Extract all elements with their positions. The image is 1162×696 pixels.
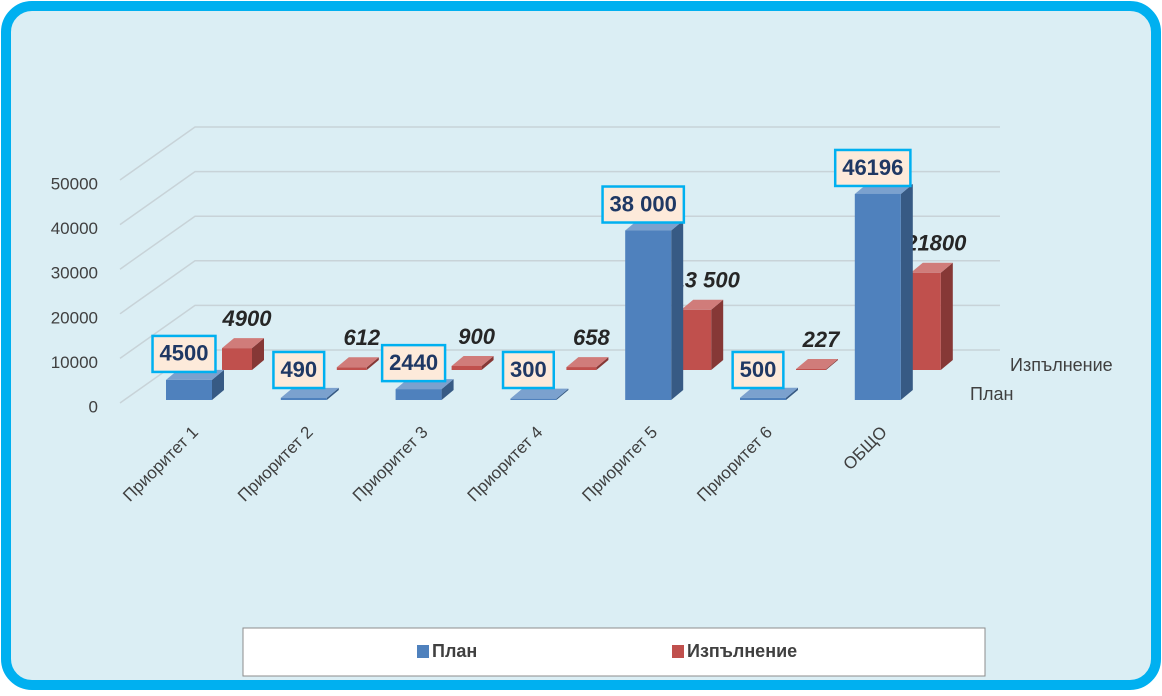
value-label: 500 <box>740 357 777 382</box>
value-label-box <box>833 148 912 188</box>
value-label: 4900 <box>222 306 273 331</box>
bar <box>510 398 557 400</box>
legend <box>242 627 986 677</box>
bar-side <box>212 369 224 400</box>
grid-line <box>119 260 1000 315</box>
value-label: 300 <box>510 357 547 382</box>
bar <box>166 379 212 400</box>
bar-side <box>481 355 494 370</box>
bar-top <box>280 387 339 398</box>
bar-side <box>826 358 838 370</box>
bar-top <box>681 299 724 310</box>
value-label: 4500 <box>160 341 209 366</box>
legend-swatch <box>417 645 429 658</box>
value-label: 658 <box>573 325 610 350</box>
bar-side <box>556 388 569 400</box>
bar-side <box>366 357 379 370</box>
bar-top <box>566 357 609 368</box>
bar <box>566 367 597 370</box>
value-label-box <box>380 343 447 383</box>
value-label: 612 <box>343 325 380 350</box>
value-label: 2440 <box>389 350 438 375</box>
bar-top <box>451 355 494 366</box>
value-label-box <box>272 350 326 390</box>
bar <box>796 368 826 370</box>
bar <box>451 365 482 370</box>
bar-side <box>671 220 684 400</box>
bar-top <box>336 357 379 368</box>
y-tick-label: 40000 <box>51 219 98 238</box>
y-tick-label: 50000 <box>51 174 98 193</box>
value-label-box <box>151 334 217 374</box>
bar <box>336 367 367 370</box>
y-tick-label: 30000 <box>51 264 98 283</box>
bar <box>854 193 901 400</box>
depth-label: Изпълнение <box>1010 355 1113 375</box>
bar-side <box>441 379 454 400</box>
bar-side <box>711 299 724 370</box>
bar-side <box>786 387 798 400</box>
bar <box>625 230 672 400</box>
value-label: 900 <box>458 324 495 349</box>
bar-top <box>222 338 264 349</box>
y-tick-label: 20000 <box>51 308 98 327</box>
bar-side <box>252 338 264 370</box>
value-label: 46196 <box>842 155 903 180</box>
bar-top <box>740 387 798 398</box>
value-label: 21800 <box>904 231 967 256</box>
bar <box>395 389 442 400</box>
value-label-box <box>501 350 556 390</box>
legend-swatch <box>672 645 684 658</box>
depth-label: План <box>970 384 1013 404</box>
bar-side <box>900 183 913 400</box>
bar <box>280 397 327 400</box>
bar-side <box>940 262 953 370</box>
bar-top <box>796 358 838 369</box>
value-label: 38 000 <box>610 191 677 216</box>
value-label: 227 <box>802 327 841 352</box>
bar <box>740 397 786 400</box>
grid-line <box>119 304 1000 360</box>
y-tick-label: 10000 <box>51 353 98 372</box>
bar <box>222 348 252 370</box>
bar-side <box>326 387 339 400</box>
bar <box>910 272 941 370</box>
value-label-box <box>731 350 785 390</box>
bar <box>681 309 712 370</box>
bar-side <box>596 357 609 370</box>
bar-top <box>910 262 953 273</box>
y-tick-label: 0 <box>89 397 98 416</box>
value-label-box <box>601 185 686 224</box>
value-label: 13 500 <box>673 268 741 293</box>
legend-label: Изпълнение <box>687 641 797 661</box>
grid-line <box>119 126 1000 181</box>
grid-line <box>119 215 1000 270</box>
grid-line <box>119 170 1000 226</box>
legend-label: План <box>432 641 477 661</box>
bar-top <box>510 388 569 399</box>
value-label: 490 <box>280 357 317 382</box>
